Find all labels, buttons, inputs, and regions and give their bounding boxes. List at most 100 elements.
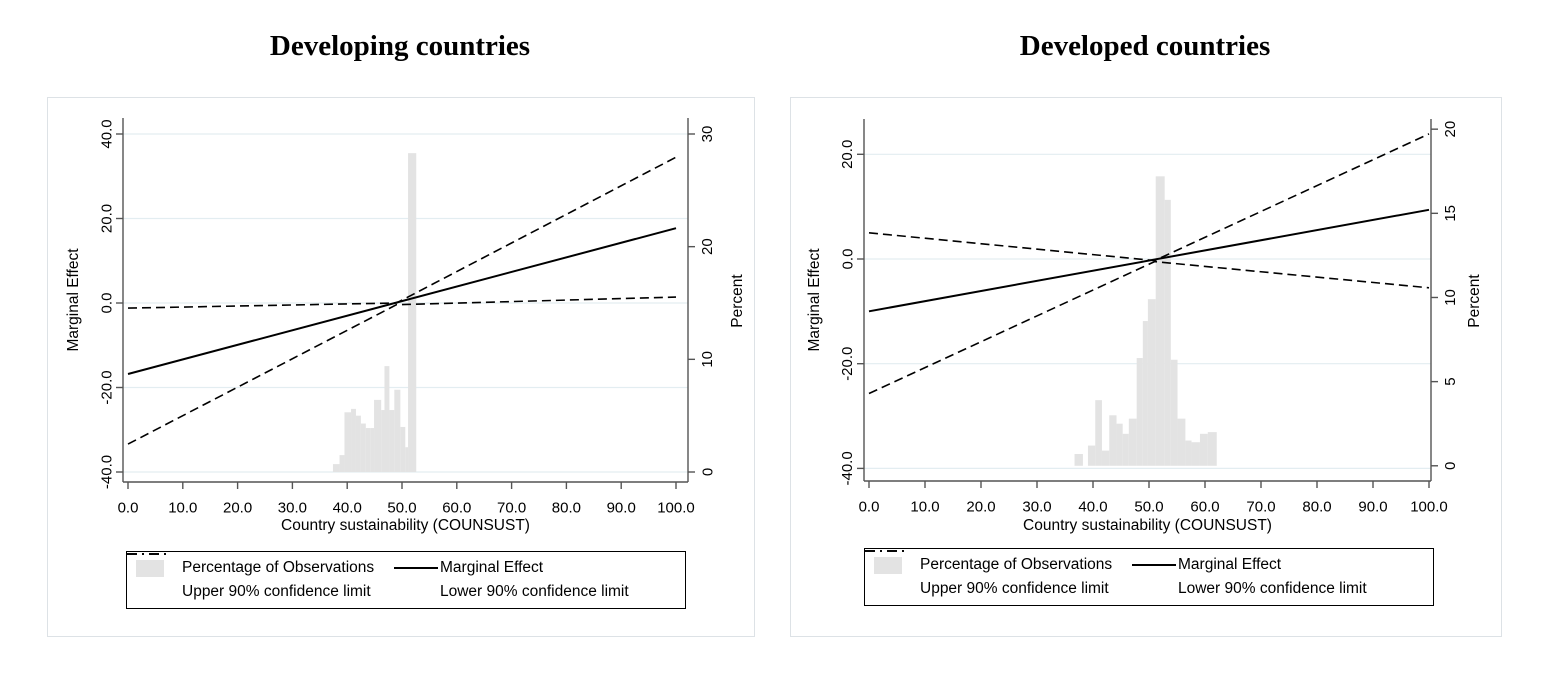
- y-left-tick-label: 40.0: [98, 119, 115, 148]
- legend-item-observations: Percentage of Observations: [136, 559, 394, 577]
- histogram-bar: [1142, 321, 1148, 466]
- x-tick-label: 60.0: [1190, 498, 1219, 515]
- histogram-bar: [374, 399, 382, 472]
- histogram-bar: [360, 423, 366, 472]
- y-right-tick-label: 10: [699, 351, 716, 368]
- y-right-tick-label: 15: [1442, 205, 1459, 222]
- x-tick-label: 50.0: [387, 499, 416, 516]
- y-left-tick-label: -40.0: [98, 455, 115, 489]
- histogram-bar: [355, 415, 361, 472]
- histogram-bar: [1177, 418, 1186, 466]
- y-right-tick-label: 10: [1442, 289, 1459, 306]
- histogram-bar: [400, 426, 406, 472]
- upper-confidence-line: [868, 133, 1430, 262]
- legend-item-upper-limit: Upper 90% confidence limit: [865, 550, 1109, 597]
- histogram-bar: [1087, 445, 1096, 466]
- x-tick-label: 70.0: [1246, 498, 1275, 515]
- histogram-bar: [1074, 454, 1083, 466]
- panel-developing-countries: Developing countries 0.0 10.0 20.0 30.0 40.0…: [47, 0, 755, 678]
- x-tick-label: 100.0: [657, 499, 695, 516]
- histogram-bar: [1147, 299, 1156, 466]
- y-left-tick-label: -20.0: [98, 370, 115, 404]
- y-left-tick-label: 0.0: [98, 293, 115, 314]
- y-left-tick-label: 0.0: [839, 249, 856, 270]
- histogram-bar: [384, 366, 390, 472]
- x-tick-label: 20.0: [223, 499, 252, 516]
- histogram-bar: [1095, 400, 1102, 466]
- histogram-bar: [1164, 199, 1171, 466]
- y-left-tick-label: -20.0: [839, 347, 856, 381]
- x-tick-label: 80.0: [1302, 498, 1331, 515]
- legend-row: Percentage of Observations Marginal Effe…: [136, 559, 676, 577]
- histogram-bar: [408, 153, 417, 472]
- legend-item-marginal-effect: Marginal Effect: [394, 559, 543, 577]
- histogram-bar: [1128, 418, 1137, 466]
- legend-item-lower-limit: Lower 90% confidence limit: [865, 550, 1367, 597]
- legend-row: Upper 90% confidence limit Lower 90% con…: [865, 550, 1424, 598]
- histogram-bar: [1101, 450, 1110, 466]
- marginal-effect-line: [127, 227, 677, 375]
- plot-svg-developing: 0.0 10.0 20.0 30.0 40.0 50.0 60.0 70.0 80.0 90.0 1…: [98, 118, 716, 516]
- x-tick-label: 50.0: [1134, 498, 1163, 515]
- x-tick-label: 60.0: [442, 499, 471, 516]
- y-left-tick-label: -40.0: [839, 451, 856, 485]
- histogram-bar: [370, 428, 375, 472]
- legend-box: Percentage of Observations Marginal Effe…: [126, 551, 686, 609]
- lower-confidence-line: [127, 296, 677, 445]
- y-left-tick-label: 20.0: [98, 204, 115, 233]
- x-axis-title: Country sustainability (COUNSUST): [1023, 517, 1272, 534]
- histogram-bar: [1116, 423, 1123, 466]
- panel-title: Developed countries: [1019, 30, 1271, 62]
- x-tick-label: 40.0: [333, 499, 362, 516]
- histogram-bar: [1199, 433, 1208, 466]
- y-right-tick-label: 0: [699, 468, 716, 476]
- legend-item-observations: Percentage of Observations: [874, 556, 1132, 574]
- panel-title: Developing countries: [269, 30, 531, 62]
- histogram-bar: [1122, 433, 1129, 466]
- histogram-swatch-icon: [136, 559, 182, 577]
- legend-row: Upper 90% confidence limit Lower 90% con…: [127, 553, 676, 601]
- upper-confidence-line: [127, 156, 677, 309]
- histogram-bar: [389, 410, 395, 472]
- y-right-tick-label: 0: [1442, 462, 1459, 470]
- histogram-bar: [351, 408, 356, 472]
- x-tick-label: 0.0: [118, 499, 139, 516]
- legend-row: Percentage of Observations Marginal Effe…: [874, 556, 1424, 574]
- histogram-bar: [1191, 442, 1200, 466]
- x-tick-label: 30.0: [1022, 498, 1051, 515]
- histogram-bar: [339, 455, 345, 472]
- x-tick-label: 100.0: [1410, 498, 1448, 515]
- plot-svg-developed: 0.0 10.0 20.0 30.0 40.0 50.0 60.0 70.0 80.0 90.0 1…: [839, 119, 1459, 515]
- legend-item-lower-limit: Lower 90% confidence limit: [127, 553, 629, 600]
- histogram-bar: [381, 410, 385, 472]
- marginal-effect-line: [868, 208, 1430, 313]
- histogram-bar: [394, 389, 401, 472]
- histogram-bar: [332, 464, 340, 472]
- solid-line-icon: [1132, 564, 1178, 566]
- x-tick-label: 20.0: [966, 498, 995, 515]
- histogram-bar: [1109, 415, 1117, 466]
- x-axis-title: Country sustainability (COUNSUST): [281, 517, 530, 534]
- histogram-swatch-icon: [874, 556, 920, 574]
- x-tick-label: 70.0: [497, 499, 526, 516]
- histogram-bar: [1155, 176, 1165, 466]
- histogram-bar: [1207, 432, 1217, 466]
- x-tick-label: 0.0: [859, 498, 880, 515]
- x-tick-label: 10.0: [910, 498, 939, 515]
- histogram-bar: [344, 412, 352, 472]
- y-right-tick-label: 5: [1442, 377, 1459, 385]
- y-left-tick-label: 20.0: [839, 140, 856, 169]
- plot-box: 0.0 10.0 20.0 30.0 40.0 50.0 60.0 70.0 80.0 90.0 1…: [790, 97, 1502, 637]
- y-right-tick-label: 20: [1442, 121, 1459, 138]
- histogram-bar: [1136, 358, 1143, 466]
- y-right-tick-label: 30: [699, 126, 716, 143]
- x-tick-label: 90.0: [1358, 498, 1387, 515]
- x-tick-label: 90.0: [607, 499, 636, 516]
- legend-item-marginal-effect: Marginal Effect: [1132, 556, 1281, 574]
- histogram-bar: [1185, 440, 1192, 466]
- histogram-bar: [1170, 359, 1178, 466]
- histogram-bar: [365, 428, 371, 472]
- x-tick-label: 30.0: [278, 499, 307, 516]
- x-tick-label: 80.0: [552, 499, 581, 516]
- plot-box: 0.0 10.0 20.0 30.0 40.0 50.0 60.0 70.0 80.0 90.0 1…: [47, 97, 755, 637]
